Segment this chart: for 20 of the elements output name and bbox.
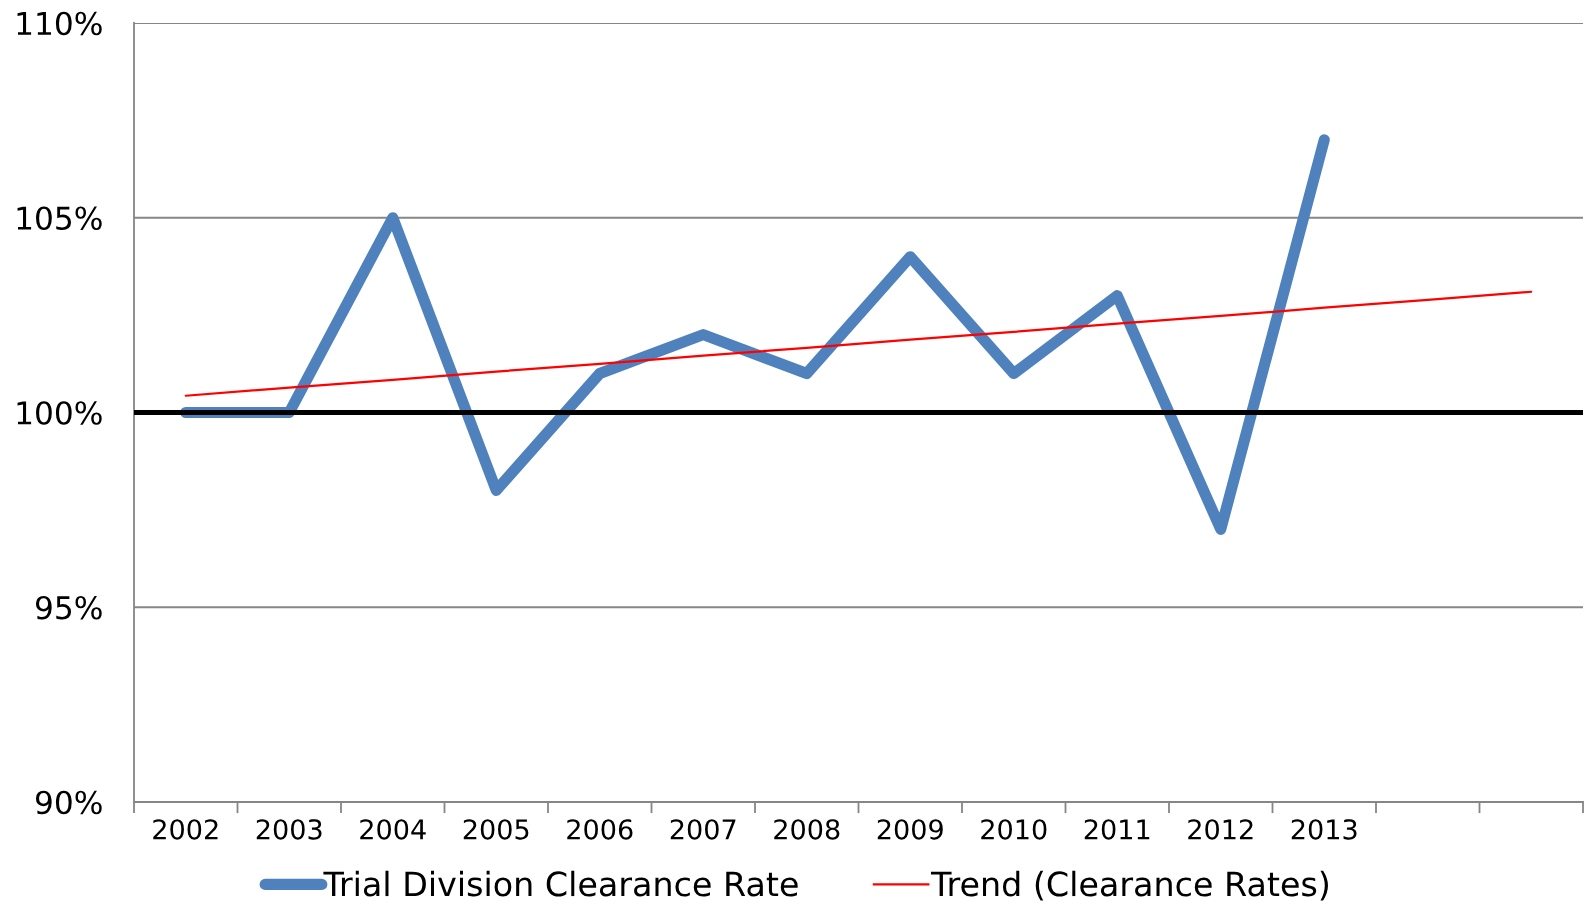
x-tick-label: 2002 <box>153 819 218 840</box>
legend-label: Trend (Clearance Rates) <box>930 870 1328 901</box>
x-tick-label: 2010 <box>981 819 1047 840</box>
x-tick-label: 2012 <box>1188 819 1253 840</box>
y-tick-label: 110% <box>17 11 102 36</box>
x-tick-label: 2013 <box>1291 819 1357 840</box>
y-tick-label: 95% <box>35 595 102 620</box>
x-tick-label: 2003 <box>256 819 322 840</box>
x-tick-label: 2009 <box>877 819 943 840</box>
x-tick-label: 2005 <box>463 819 529 840</box>
x-tick-label: 2007 <box>670 819 736 840</box>
line-series <box>184 290 1533 397</box>
x-tick-label: 2011 <box>1084 819 1150 840</box>
legend-label: Trial Division Clearance Rate <box>323 870 798 897</box>
y-tick-label: 90% <box>35 790 102 815</box>
y-tick-label: 105% <box>17 206 102 231</box>
y-tick-label: 100% <box>17 401 102 425</box>
x-tick-label: 2006 <box>567 819 633 840</box>
x-tick-label: 2004 <box>360 819 426 840</box>
x-tick-label: 2008 <box>774 819 840 840</box>
